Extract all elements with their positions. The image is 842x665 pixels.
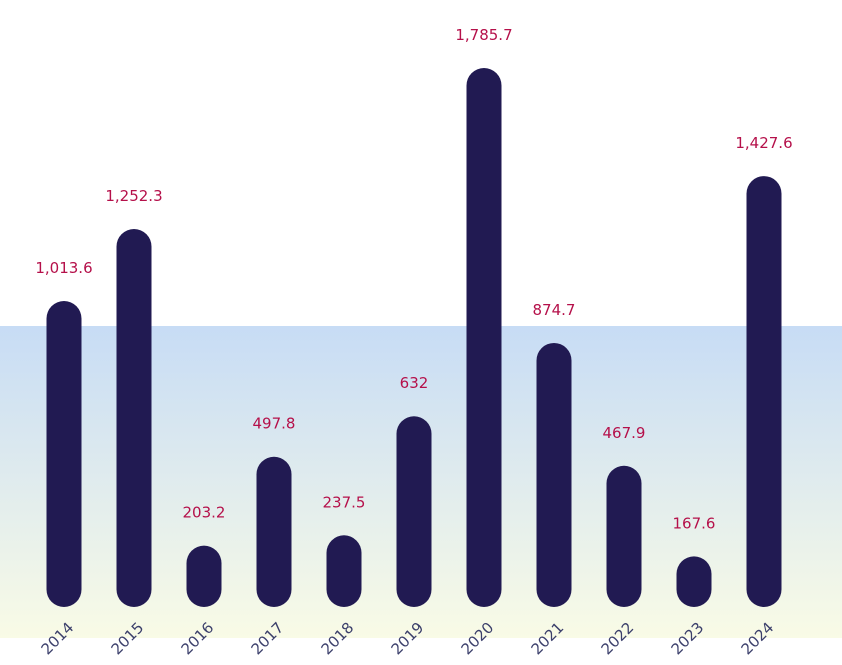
value-label-2021: 874.7	[533, 301, 576, 319]
bar-2020	[466, 68, 502, 607]
value-label-2017: 497.8	[253, 415, 296, 433]
bar-2021	[536, 342, 572, 607]
bar-2019	[396, 416, 432, 607]
value-label-2016: 203.2	[183, 504, 226, 522]
value-label-2020: 1,785.7	[455, 26, 512, 44]
value-label-2018: 237.5	[323, 493, 366, 511]
value-label-2023: 167.6	[673, 514, 716, 532]
bar-2014	[46, 301, 82, 607]
bar-2016	[186, 545, 222, 607]
bar-2015	[116, 229, 152, 607]
bar-2018	[326, 535, 362, 607]
value-label-2019: 632	[400, 374, 429, 392]
bars	[46, 68, 782, 607]
value-label-2014: 1,013.6	[35, 259, 92, 277]
value-labels: 1,013.6 1,252.3 203.2 497.8 237.5 632 1,785.7 8…	[35, 26, 792, 532]
bar-2022	[606, 465, 642, 607]
bar-2017	[256, 456, 292, 607]
value-label-2024: 1,427.6	[735, 134, 792, 152]
bar-2023	[676, 556, 712, 607]
bar-2024	[746, 176, 782, 607]
value-label-2022: 467.9	[603, 424, 646, 442]
value-label-2015: 1,252.3	[105, 187, 162, 205]
